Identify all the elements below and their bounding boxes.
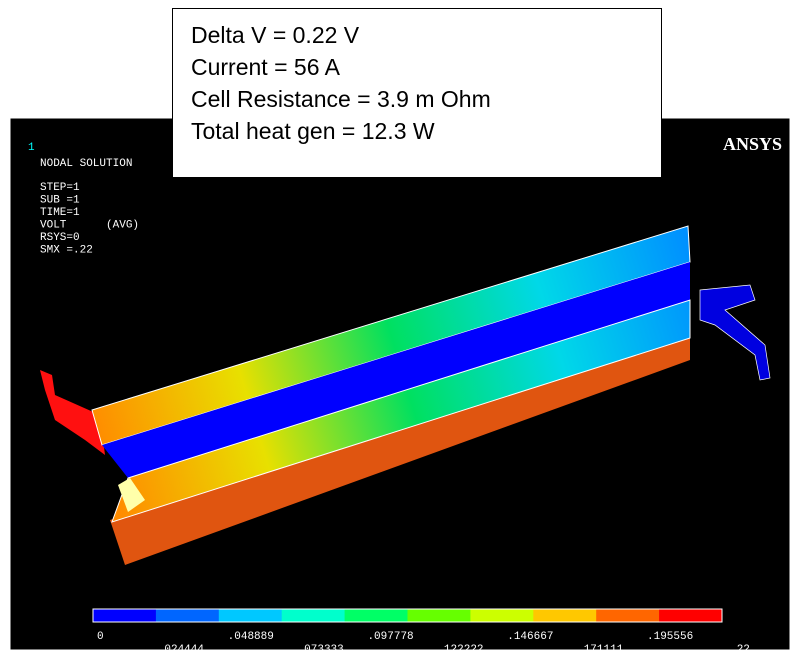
legend-label: .146667 xyxy=(507,631,553,643)
legend-swatch xyxy=(155,609,220,622)
legend-swatch xyxy=(470,609,534,622)
legend-label: .073333 xyxy=(298,644,344,656)
left-terminal xyxy=(40,370,105,455)
outer-shell xyxy=(110,335,690,565)
legend-label: .024444 xyxy=(158,644,205,656)
lower-band xyxy=(111,299,691,523)
legend-label: .097778 xyxy=(367,631,413,643)
legend-swatch xyxy=(659,609,723,622)
legend-swatch xyxy=(407,609,471,622)
info-line: RSYS=0 xyxy=(40,232,80,244)
legend-swatch xyxy=(596,609,660,622)
right-terminal xyxy=(699,284,771,381)
info-line: NODAL SOLUTION xyxy=(40,158,132,170)
annotation-box: Delta V = 0.22 V Current = 56 A Cell Resis… xyxy=(172,8,662,178)
legend-label: .122222 xyxy=(437,644,483,656)
info-line: SMX =.22 xyxy=(40,245,93,257)
info-line: TIME=1 xyxy=(40,207,80,219)
legend-label: .22 xyxy=(730,644,750,656)
logo: ANSYS xyxy=(723,134,782,154)
legend-swatch xyxy=(533,609,597,622)
legend-swatch xyxy=(281,609,346,622)
legend-label: .048889 xyxy=(228,631,274,643)
annotation-line: Delta V = 0.22 V xyxy=(191,22,360,48)
legend-swatch xyxy=(93,609,157,622)
info-line: STEP=1 xyxy=(40,182,80,194)
legend-swatch xyxy=(344,609,408,622)
legend-label: .171111 xyxy=(577,644,624,656)
annotation-line: Total heat gen = 12.3 W xyxy=(191,118,435,144)
info-line: SUB =1 xyxy=(40,195,80,207)
legend-label: 0 xyxy=(97,631,104,643)
annotation-line: Current = 56 A xyxy=(191,54,340,80)
legend-label: .195556 xyxy=(647,631,693,643)
legend-frame xyxy=(92,608,723,623)
end-cap xyxy=(118,478,145,512)
info-line: VOLT (AVG) xyxy=(40,220,139,232)
annotation-line: Cell Resistance = 3.9 m Ohm xyxy=(191,86,491,112)
inner-stripe xyxy=(102,262,690,478)
legend-swatch xyxy=(218,609,283,622)
window-number: 1 xyxy=(28,142,35,154)
